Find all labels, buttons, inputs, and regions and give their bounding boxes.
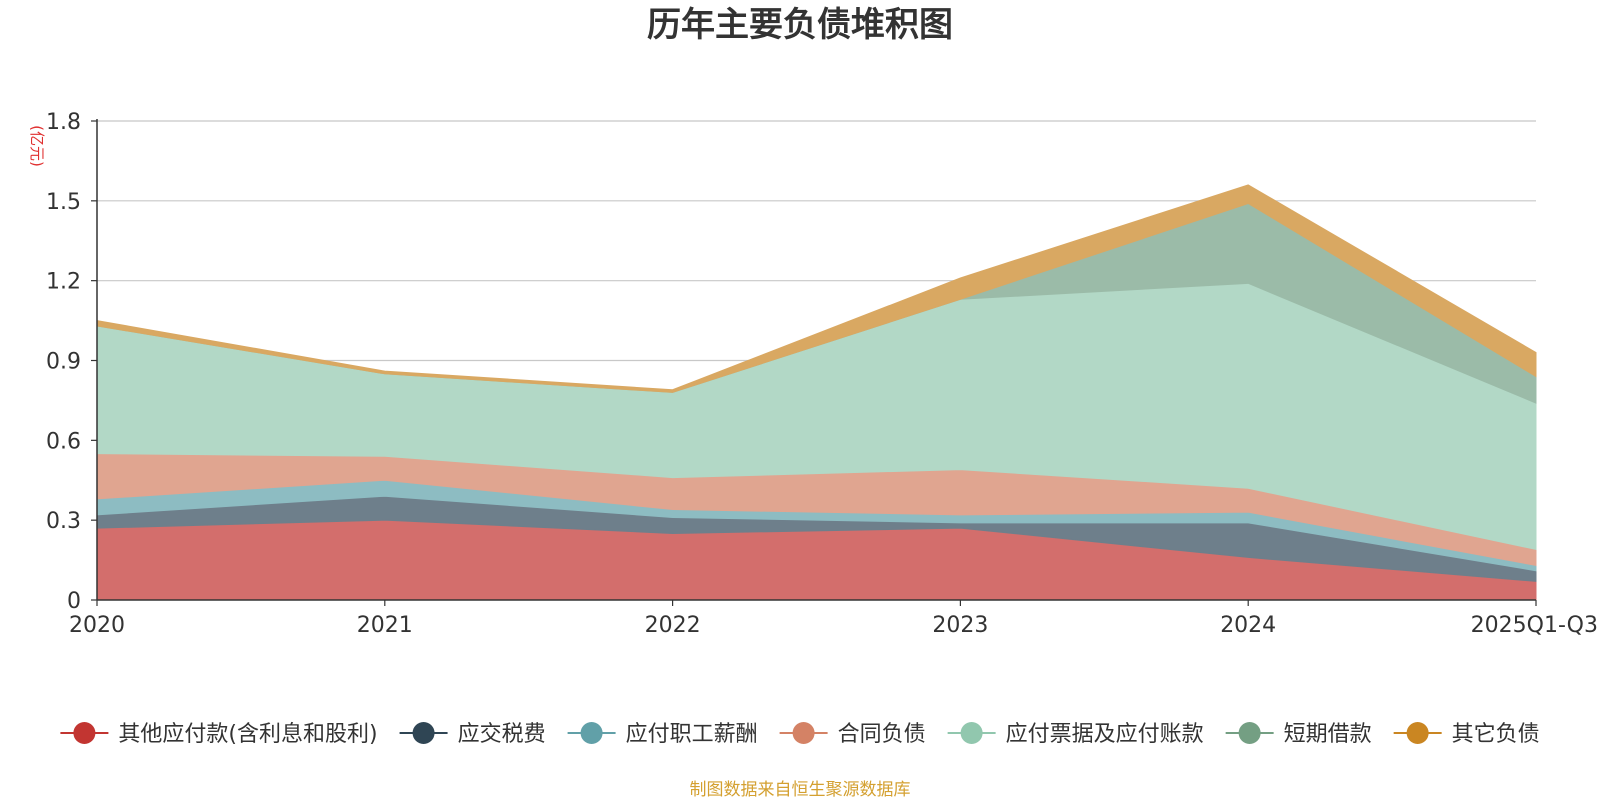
legend-marker <box>73 722 96 744</box>
area-series-group <box>96 184 1537 601</box>
y-tick-label: 1.5 <box>46 190 81 215</box>
legend-item-4[interactable]: 应付票据及应付账款 <box>947 722 1204 747</box>
data-source-note: 制图数据来自恒生聚源数据库 <box>690 780 911 800</box>
legend-label: 合同负债 <box>838 722 926 747</box>
x-tick-label: 2024 <box>1220 613 1276 638</box>
x-tick-label: 2022 <box>645 613 701 638</box>
x-tick-label: 2023 <box>932 613 988 638</box>
legend-marker <box>412 722 435 744</box>
x-tick-label: 2025Q1-Q3 <box>1471 613 1598 638</box>
x-tick-label: 2020 <box>69 613 125 638</box>
y-tick-label: 1.8 <box>46 110 81 135</box>
y-tick-label: 0.6 <box>46 429 81 454</box>
area-series-6[interactable] <box>96 184 1537 393</box>
legend-label: 应付职工薪酬 <box>626 722 758 747</box>
legend-label: 其它负债 <box>1452 722 1540 747</box>
legend-marker <box>1406 722 1429 744</box>
legend-marker <box>1238 722 1261 744</box>
legend-marker <box>580 722 603 744</box>
legend-item-2[interactable]: 应付职工薪酬 <box>567 722 758 747</box>
legend-marker <box>960 722 983 744</box>
legend-label: 短期借款 <box>1284 722 1372 747</box>
chart-title: 历年主要负债堆积图 <box>647 5 953 45</box>
legend[interactable]: 其他应付款(含利息和股利) 应交税费 应付职工薪酬 合同负债 应付票据及应付账款 短期借款… <box>60 722 1540 747</box>
legend-item-5[interactable]: 短期借款 <box>1225 722 1372 747</box>
y-tick-label: 1.2 <box>46 270 81 295</box>
legend-label: 其他应付款(含利息和股利) <box>118 722 377 747</box>
legend-item-1[interactable]: 应交税费 <box>399 722 546 747</box>
y-tick-label: 0.3 <box>46 509 81 534</box>
legend-item-3[interactable]: 合同负债 <box>779 722 926 747</box>
x-tick-label: 2021 <box>357 613 413 638</box>
y-axis-unit-label: (亿元) <box>28 125 46 167</box>
y-tick-label: 0 <box>67 589 81 614</box>
legend-label: 应交税费 <box>458 722 546 747</box>
y-tick-label: 0.9 <box>46 350 81 375</box>
legend-label: 应付票据及应付账款 <box>1006 722 1204 747</box>
axes: 0 0.3 0.6 0.9 1.2 1.5 1.8 2020 2021 2022 2023 2024 2… <box>46 110 1598 638</box>
legend-item-6[interactable]: 其它负债 <box>1393 722 1540 747</box>
legend-marker <box>792 722 815 744</box>
legend-item-0[interactable]: 其他应付款(含利息和股利) <box>60 722 378 747</box>
